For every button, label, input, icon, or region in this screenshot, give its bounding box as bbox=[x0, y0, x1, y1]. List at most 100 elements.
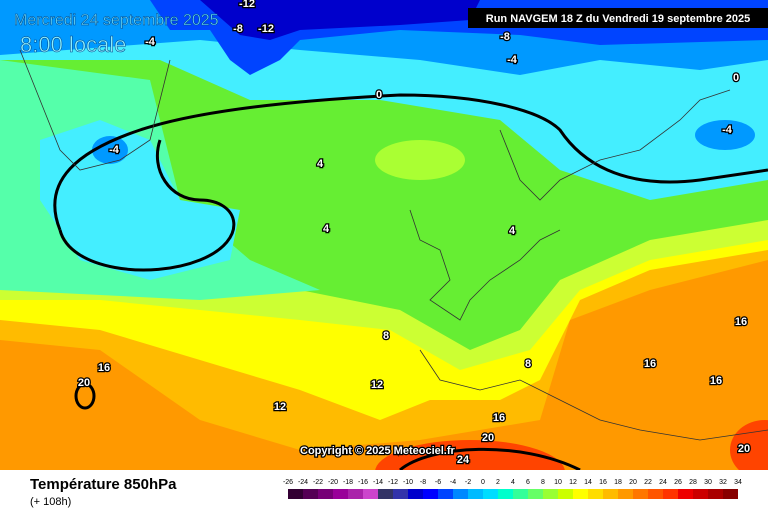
contour-label: 24 bbox=[457, 454, 470, 466]
legend-swatch bbox=[453, 489, 468, 499]
coastline bbox=[419, 349, 768, 441]
coastline bbox=[19, 49, 171, 171]
legend-swatch bbox=[363, 489, 378, 499]
copyright: Copyright © 2025 Meteociel.fr bbox=[300, 445, 456, 457]
legend-swatch bbox=[678, 489, 693, 499]
contour-label: -4 bbox=[145, 36, 156, 48]
legend-label: 6 bbox=[526, 479, 530, 486]
contour-label: 12 bbox=[371, 379, 383, 391]
forecast-time: 8:00 locale bbox=[20, 32, 126, 57]
legend-swatch bbox=[288, 489, 303, 499]
footer-lead: (+ 108h) bbox=[30, 496, 71, 508]
contour-label: 20 bbox=[738, 443, 750, 455]
contour-label: -4 bbox=[109, 144, 120, 156]
legend-label: 32 bbox=[719, 479, 727, 486]
legend-swatch bbox=[318, 489, 333, 499]
coastline bbox=[499, 89, 731, 201]
legend-label: 28 bbox=[689, 479, 697, 486]
contour-label: 8 bbox=[525, 358, 531, 370]
legend-label: -6 bbox=[435, 479, 441, 486]
zone-minus-4 bbox=[92, 136, 128, 164]
legend-swatch bbox=[648, 489, 663, 499]
contour-label: 16 bbox=[735, 316, 747, 328]
zone-minus-12 bbox=[200, 0, 480, 40]
legend-swatch bbox=[483, 489, 498, 499]
legend-swatch bbox=[408, 489, 423, 499]
contour-label: 0 bbox=[733, 72, 739, 84]
legend-swatch bbox=[303, 489, 318, 499]
legend-swatch bbox=[708, 489, 723, 499]
forecast-date: Mercredi 24 septembre 2025 bbox=[14, 12, 219, 29]
zone-0 bbox=[40, 120, 240, 280]
contour-labels: -12 -8 -12 -4 -8 -4 0 0 -4 4 -4 4 4 8 8 16 12 12 16 16 16 16 2… bbox=[77, 0, 752, 467]
contour-label: 0 bbox=[376, 89, 382, 101]
legend-label: -26 bbox=[283, 479, 293, 486]
contour-label: 4 bbox=[509, 225, 516, 237]
legend-label: 30 bbox=[704, 479, 712, 486]
legend-label: -20 bbox=[328, 479, 338, 486]
legend-swatch bbox=[633, 489, 648, 499]
contour-label: -4 bbox=[722, 124, 733, 136]
legend-label: 12 bbox=[569, 479, 577, 486]
color-legend: -26 -24 -22 -20 -18 -16 -14 -12 -10 -8 -6 -4 -2 0 2 4 6 8… bbox=[283, 479, 742, 499]
legend-label: 16 bbox=[599, 479, 607, 486]
contour-label: -8 bbox=[233, 23, 243, 35]
legend-label: -24 bbox=[298, 479, 308, 486]
legend-label: -8 bbox=[420, 479, 426, 486]
legend-label: 14 bbox=[584, 479, 592, 486]
legend-swatch bbox=[468, 489, 483, 499]
legend-label: 2 bbox=[496, 479, 500, 486]
footer-title: Température 850hPa bbox=[30, 476, 177, 493]
contour-label: 16 bbox=[493, 412, 505, 424]
run-banner bbox=[468, 8, 768, 28]
contour-label: 20 bbox=[78, 377, 90, 389]
legend-swatch bbox=[423, 489, 438, 499]
legend-swatch bbox=[543, 489, 558, 499]
legend-label: 4 bbox=[511, 479, 515, 486]
legend-swatch bbox=[393, 489, 408, 499]
contour-label: -8 bbox=[500, 31, 510, 43]
contour-label: 16 bbox=[98, 362, 110, 374]
legend-label: 18 bbox=[614, 479, 622, 486]
legend-label: 8 bbox=[541, 479, 545, 486]
legend-label: 22 bbox=[644, 479, 652, 486]
legend-swatch bbox=[558, 489, 573, 499]
legend-label: -16 bbox=[358, 479, 368, 486]
coastline bbox=[409, 209, 561, 321]
legend-label: -2 bbox=[465, 479, 471, 486]
contour-label: 16 bbox=[710, 375, 722, 387]
legend-label: 26 bbox=[674, 479, 682, 486]
legend-label: 24 bbox=[659, 479, 667, 486]
legend-swatch bbox=[618, 489, 633, 499]
legend-swatch bbox=[378, 489, 393, 499]
zone-24 bbox=[730, 420, 768, 480]
legend-label: -22 bbox=[313, 479, 323, 486]
legend-swatch bbox=[438, 489, 453, 499]
legend-label: -10 bbox=[403, 479, 413, 486]
legend-swatch bbox=[588, 489, 603, 499]
contour-label: 12 bbox=[274, 401, 286, 413]
legend-swatch bbox=[663, 489, 678, 499]
contour-label: 20 bbox=[482, 432, 494, 444]
zone-8 bbox=[375, 140, 465, 180]
isotherm-20 bbox=[74, 382, 96, 410]
contour-label: 16 bbox=[644, 358, 656, 370]
isotherm-0 bbox=[58, 139, 236, 272]
legend-label: 20 bbox=[629, 479, 637, 486]
run-info: Run NAVGEM 18 Z du Vendredi 19 septembre… bbox=[486, 13, 751, 25]
legend-swatch bbox=[528, 489, 543, 499]
contour-lines bbox=[53, 93, 768, 472]
legend-label: -12 bbox=[388, 479, 398, 486]
legend-label: -14 bbox=[373, 479, 383, 486]
legend-swatch bbox=[603, 489, 618, 499]
contour-label: -12 bbox=[258, 23, 274, 35]
isotherm-0 bbox=[53, 93, 768, 231]
contour-label: 8 bbox=[383, 330, 389, 342]
legend-label: 34 bbox=[734, 479, 742, 486]
contour-label: -4 bbox=[507, 54, 518, 66]
legend-swatch bbox=[498, 489, 513, 499]
legend-label: 10 bbox=[554, 479, 562, 486]
isotherm-24 bbox=[399, 447, 581, 472]
zone-minus-4 bbox=[695, 120, 755, 150]
